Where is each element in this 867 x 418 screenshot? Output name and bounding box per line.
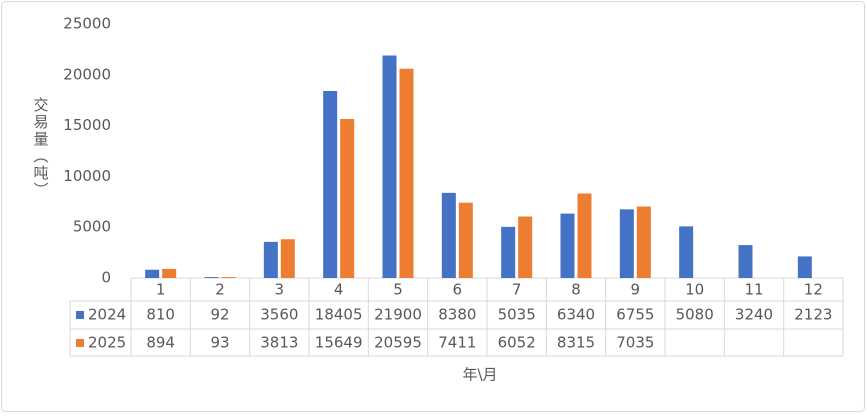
- x-tick-label: 4: [334, 281, 344, 299]
- x-tick-label: 9: [631, 281, 641, 299]
- bar: [145, 269, 160, 278]
- table-value: 93: [210, 334, 229, 352]
- table-value: 8315: [557, 334, 595, 352]
- table-value: 18405: [315, 306, 363, 324]
- legend-label: 2024: [88, 306, 126, 324]
- bar: [382, 55, 397, 278]
- x-axis-title: 年\月: [462, 366, 497, 384]
- bar: [162, 268, 177, 278]
- bar: [619, 209, 634, 278]
- table-value: 3813: [260, 334, 298, 352]
- table-value: 5080: [676, 306, 714, 324]
- bar: [738, 245, 753, 278]
- table-value: 810: [146, 306, 175, 324]
- bar: [501, 226, 516, 278]
- x-tick-label: 7: [512, 281, 522, 299]
- table-value: 6755: [616, 306, 654, 324]
- table-value: 3240: [735, 306, 773, 324]
- bar: [577, 193, 592, 278]
- bar: [221, 277, 236, 278]
- y-tick-label: 25000: [63, 15, 111, 33]
- y-axis-title: 交易量（吨）: [32, 96, 50, 199]
- table-value: 6340: [557, 306, 595, 324]
- x-tick-label: 3: [275, 281, 285, 299]
- x-tick-label: 12: [804, 281, 823, 299]
- y-tick-label: 0: [101, 269, 111, 287]
- table-value: 6052: [498, 334, 536, 352]
- y-tick-label: 5000: [73, 218, 111, 236]
- table-value: 92: [210, 306, 229, 324]
- table-value: 7411: [438, 334, 476, 352]
- x-tick-label: 10: [685, 281, 704, 299]
- y-tick-label: 15000: [63, 116, 111, 134]
- table-value: 21900: [374, 306, 422, 324]
- y-axis-title-text: 交易量（吨）: [32, 96, 50, 199]
- x-tick-label: 6: [453, 281, 463, 299]
- bar: [340, 119, 355, 278]
- bar: [797, 256, 812, 278]
- bar: [204, 277, 219, 278]
- x-tick-label: 1: [156, 281, 166, 299]
- table-value: 20595: [374, 334, 422, 352]
- table-value: 5035: [498, 306, 536, 324]
- table-value: 15649: [315, 334, 363, 352]
- chart-border: [1, 1, 865, 412]
- bar: [679, 226, 694, 278]
- x-tick-label: 11: [744, 281, 763, 299]
- legend-swatch: [76, 311, 84, 319]
- bar: [458, 202, 473, 278]
- bar: [441, 192, 456, 278]
- bar: [280, 239, 295, 278]
- table-value: 7035: [616, 334, 654, 352]
- x-tick-label: 8: [571, 281, 581, 299]
- table-value: 3560: [260, 306, 298, 324]
- bar: [518, 216, 533, 278]
- table-value: 8380: [438, 306, 476, 324]
- bar: [636, 206, 651, 278]
- y-tick-label: 20000: [63, 65, 111, 83]
- table-value: 894: [146, 334, 175, 352]
- bar: [323, 91, 338, 278]
- table-value: 2123: [794, 306, 832, 324]
- x-tick-label: 5: [393, 281, 403, 299]
- bar: [263, 241, 278, 278]
- bar: [560, 213, 575, 278]
- y-tick-label: 10000: [63, 167, 111, 185]
- x-tick-label: 2: [215, 281, 225, 299]
- bar: [399, 68, 414, 279]
- legend-label: 2025: [88, 334, 126, 352]
- legend-swatch: [76, 339, 84, 347]
